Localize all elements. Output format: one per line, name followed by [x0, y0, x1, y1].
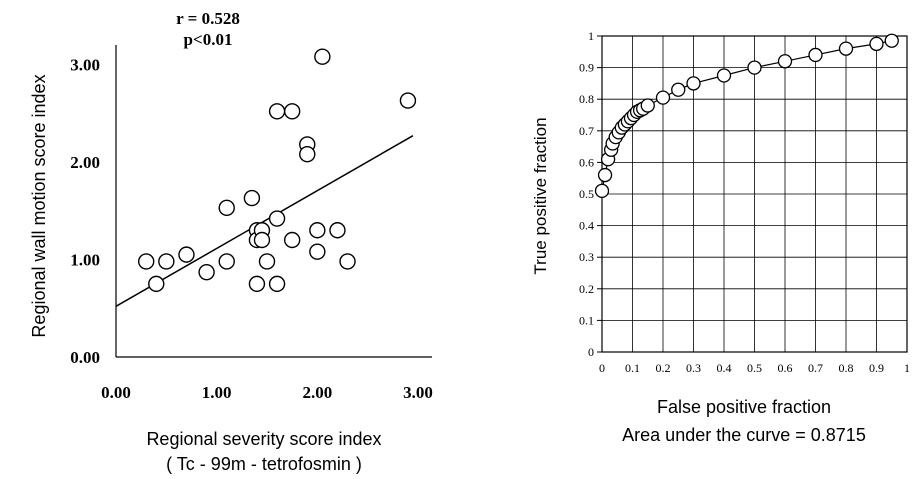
- scatter-point: [329, 222, 346, 239]
- scatter-chart: r = 0.528 p<0.01 0.00 1.00 2.00 3.00 0.00 1.…: [29, 9, 433, 474]
- roc-y-tick-label: 0.7: [579, 124, 594, 138]
- roc-y-tick-label: 0: [588, 345, 594, 359]
- scatter-point: [299, 145, 316, 163]
- roc-y-tick-labels: 0 0.1 0.2 0.3 0.4 0.5 0.6 0.7 0.8 0.9 1: [579, 29, 594, 359]
- roc-y-tick-label: 0.1: [579, 313, 594, 327]
- scatter-point: [309, 222, 326, 239]
- roc-point: [777, 54, 793, 69]
- scatter-y-tick-label: 0.00: [70, 348, 100, 367]
- scatter-point: [258, 253, 276, 270]
- correlation-annotation: r = 0.528: [176, 9, 240, 28]
- roc-points: [594, 33, 899, 198]
- roc-point: [838, 41, 854, 56]
- roc-x-tick-label: 0.4: [717, 361, 732, 375]
- roc-point: [716, 68, 732, 83]
- scatter-point: [283, 231, 301, 249]
- roc-y-tick-label: 0.4: [579, 219, 594, 233]
- scatter-point: [399, 92, 417, 109]
- scatter-point: [283, 103, 301, 120]
- scatter-x-tick-label: 3.00: [403, 383, 433, 402]
- roc-x-tick-label: 0.5: [747, 361, 762, 375]
- scatter-x-tick-label: 2.00: [302, 383, 332, 402]
- roc-x-tick-label: 0.7: [808, 361, 823, 375]
- scatter-point: [268, 210, 286, 227]
- scatter-x-axis-label: Regional severity score index: [146, 429, 381, 449]
- scatter-point: [339, 253, 356, 270]
- scatter-x-axis-sublabel: ( Tc - 99m - tetrofosmin ): [166, 454, 362, 474]
- roc-chart: 0 0.1 0.2 0.3 0.4 0.5 0.6 0.7 0.8 0.9 1 0 0.1 0.2 0.3…: [531, 29, 910, 445]
- scatter-x-tick-label: 0.00: [101, 383, 131, 402]
- roc-y-tick-label: 0.5: [579, 187, 594, 201]
- roc-y-tick-label: 0.2: [579, 282, 594, 296]
- scatter-point: [198, 263, 215, 281]
- scatter-point: [253, 231, 271, 249]
- roc-y-tick-label: 1: [588, 29, 594, 43]
- roc-point: [655, 90, 671, 105]
- scatter-point: [158, 253, 175, 270]
- scatter-y-tick-label: 1.00: [70, 251, 100, 270]
- roc-grid: [597, 35, 907, 353]
- roc-x-tick-label: 1: [904, 361, 910, 375]
- roc-point: [808, 47, 823, 63]
- roc-x-tick-labels: 0 0.1 0.2 0.3 0.4 0.5 0.6 0.7 0.8 0.9 1: [599, 361, 910, 375]
- roc-x-axis-label: False positive fraction: [657, 397, 831, 417]
- roc-auc-caption: Area under the curve = 0.8715: [622, 425, 866, 445]
- scatter-point: [137, 253, 155, 270]
- scatter-point: [243, 189, 261, 207]
- roc-point: [884, 33, 899, 48]
- roc-curve-line: [601, 40, 892, 191]
- roc-point: [869, 36, 884, 52]
- roc-point: [597, 167, 613, 183]
- roc-x-tick-label: 0.1: [625, 361, 640, 375]
- roc-y-tick-label: 0.6: [579, 155, 594, 169]
- p-value-annotation: p<0.01: [184, 30, 233, 49]
- scatter-x-tick-label: 1.00: [202, 383, 232, 402]
- roc-point: [594, 183, 610, 198]
- roc-x-tick-label: 0.3: [686, 361, 701, 375]
- regression-line: [115, 135, 414, 307]
- scatter-y-tick-label: 2.00: [70, 153, 100, 172]
- roc-x-tick-label: 0.9: [869, 361, 884, 375]
- roc-point: [686, 76, 701, 91]
- scatter-point: [268, 275, 286, 293]
- scatter-y-axis-label: Regional wall motion score index: [29, 74, 49, 337]
- scatter-x-tick-labels: 0.00 1.00 2.00 3.00: [101, 383, 433, 402]
- scatter-point: [218, 253, 235, 270]
- roc-x-tick-label: 0: [599, 361, 605, 375]
- roc-y-axis-label: True positive fraction: [531, 117, 550, 274]
- roc-x-tick-label: 0.8: [839, 361, 854, 375]
- roc-y-tick-label: 0.3: [579, 250, 594, 264]
- scatter-point: [248, 275, 266, 293]
- scatter-points: [137, 48, 417, 293]
- roc-point: [671, 82, 686, 97]
- scatter-point: [178, 246, 195, 263]
- roc-point: [640, 98, 655, 113]
- roc-x-tick-label: 0.2: [656, 361, 671, 375]
- roc-y-tick-label: 0.9: [579, 61, 594, 75]
- roc-y-tick-label: 0.8: [579, 92, 594, 106]
- roc-x-tick-label: 0.6: [778, 361, 793, 375]
- scatter-y-tick-label: 3.00: [70, 56, 100, 75]
- scatter-point: [314, 48, 331, 65]
- scatter-point: [218, 199, 235, 217]
- scatter-y-tick-labels: 0.00 1.00 2.00 3.00: [70, 56, 100, 368]
- scatter-point: [268, 103, 286, 120]
- scatter-point: [148, 275, 165, 293]
- roc-point: [747, 60, 762, 75]
- scatter-point: [309, 243, 326, 260]
